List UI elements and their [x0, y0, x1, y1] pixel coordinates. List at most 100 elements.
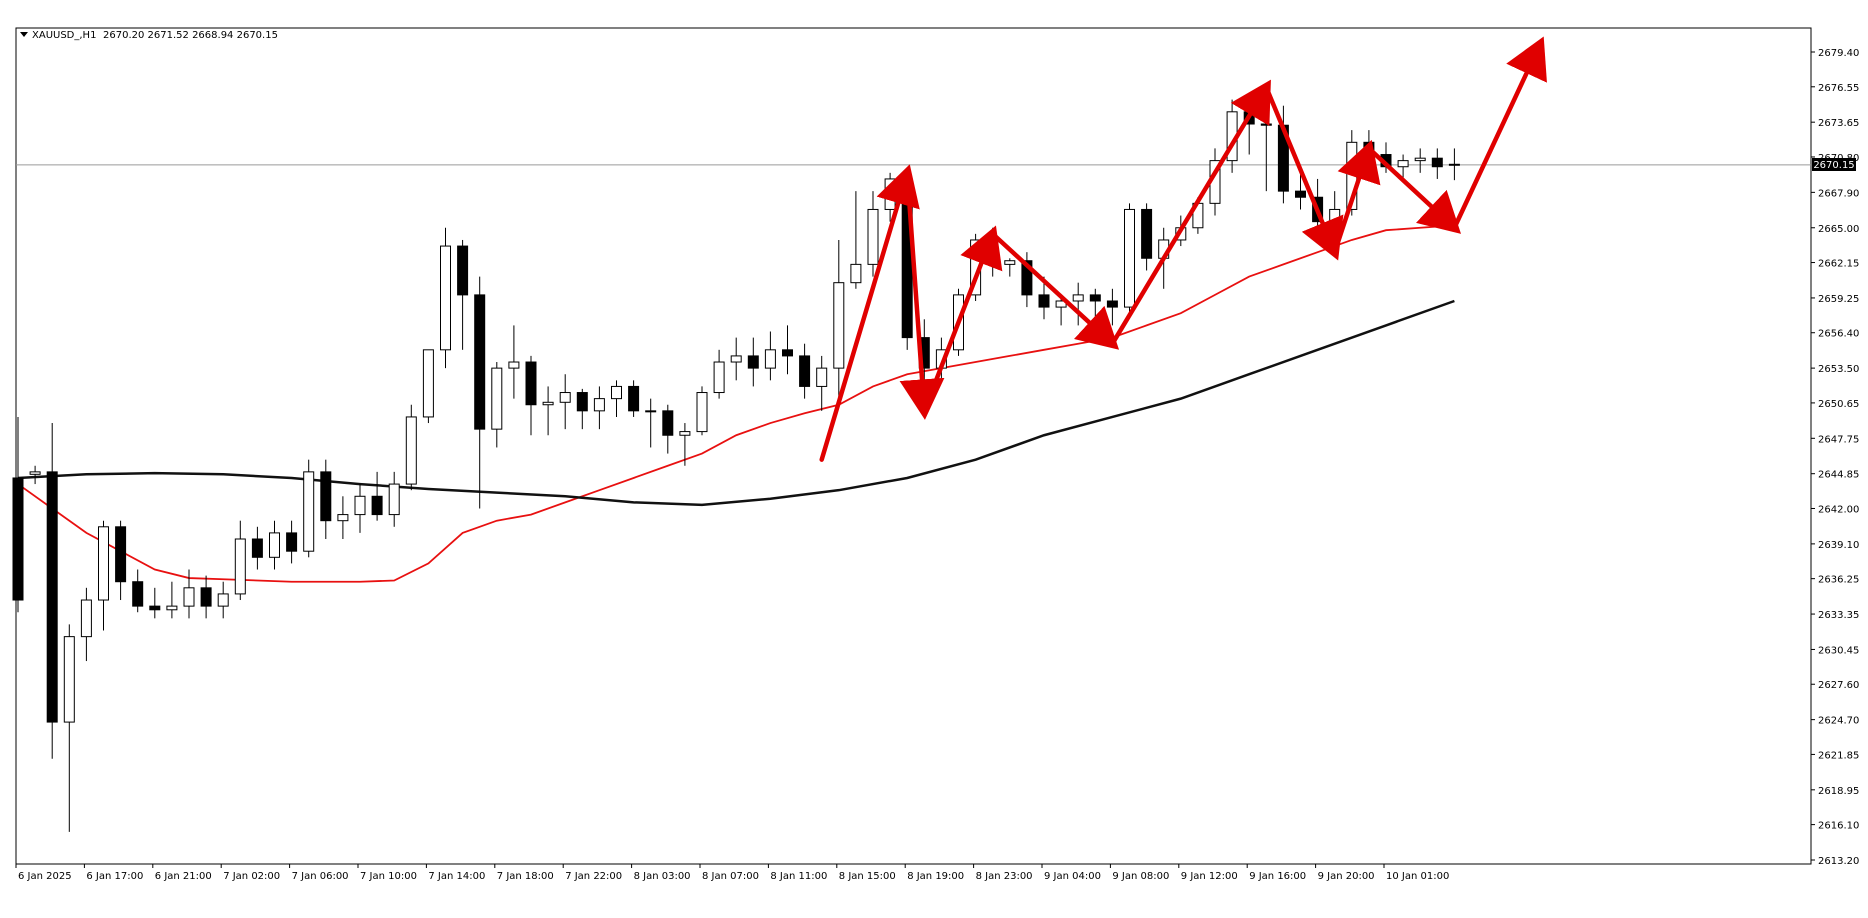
- x-tick-label: 7 Jan 22:00: [565, 871, 622, 882]
- x-tick-label: 8 Jan 07:00: [702, 871, 759, 882]
- moving-average-line: [17, 224, 1455, 583]
- candle: [457, 239, 469, 350]
- candle: [440, 227, 451, 369]
- x-tick-label: 9 Jan 20:00: [1318, 871, 1375, 882]
- ohlc-label: 2670.20 2671.52 2668.94 2670.15: [103, 30, 278, 41]
- candle: [63, 624, 75, 832]
- candle: [662, 404, 674, 454]
- candle: [559, 374, 571, 430]
- y-tick-label: 2656.40: [1818, 329, 1859, 340]
- trend-arrow: [1110, 79, 1271, 346]
- candle: [269, 520, 280, 570]
- candle: [713, 349, 725, 399]
- candle: [354, 484, 366, 533]
- current-price-label: 2670.15: [1812, 158, 1856, 171]
- trend-arrow: [899, 170, 945, 420]
- y-tick-label: 2618.95: [1818, 786, 1859, 797]
- plot-area[interactable]: [15, 27, 1812, 865]
- candle: [388, 471, 400, 527]
- chart-header: XAUUSD_,H1 2670.20 2671.52 2668.94 2670.…: [20, 30, 278, 41]
- price-axis: 2679.402676.552673.652670.802667.902665.…: [1811, 48, 1859, 867]
- candle: [200, 575, 212, 619]
- x-tick-label: 6 Jan 17:00: [86, 871, 143, 882]
- candle: [867, 191, 879, 277]
- x-tick-label: 8 Jan 03:00: [634, 871, 691, 882]
- candle: [337, 496, 349, 539]
- x-tick-label: 8 Jan 15:00: [839, 871, 896, 882]
- candle: [1448, 148, 1460, 181]
- candle: [251, 526, 263, 570]
- trend-arrow: [819, 164, 920, 462]
- x-tick-label: 7 Jan 10:00: [360, 871, 417, 882]
- trend-arrow: [922, 225, 1003, 414]
- x-tick-label: 7 Jan 18:00: [497, 871, 554, 882]
- candle: [29, 465, 41, 485]
- x-tick-label: 6 Jan 21:00: [155, 871, 212, 882]
- y-tick-label: 2621.85: [1818, 750, 1859, 761]
- candle: [371, 471, 383, 521]
- trend-arrow: [1264, 85, 1344, 261]
- candle: [149, 587, 161, 619]
- candle: [405, 404, 417, 491]
- trend-arrow: [990, 231, 1120, 350]
- candle: [850, 191, 862, 289]
- candlesticks: [12, 93, 1460, 832]
- candle: [1021, 252, 1033, 308]
- candle: [320, 459, 332, 539]
- candle: [542, 386, 554, 436]
- candle: [799, 343, 811, 399]
- candle: [525, 355, 537, 436]
- x-tick-label: 8 Jan 19:00: [907, 871, 964, 882]
- candle: [679, 423, 691, 466]
- candle: [730, 337, 742, 381]
- candle: [593, 386, 605, 430]
- candle: [645, 398, 657, 448]
- y-tick-label: 2613.20: [1818, 856, 1859, 867]
- y-tick-label: 2662.15: [1818, 259, 1859, 270]
- candle: [628, 380, 640, 417]
- candle: [1141, 203, 1153, 271]
- candle: [816, 355, 828, 411]
- candle: [183, 569, 195, 619]
- y-tick-label: 2665.00: [1818, 224, 1859, 235]
- candle: [166, 581, 178, 619]
- candle: [303, 459, 315, 558]
- candle: [576, 388, 588, 430]
- x-tick-label: 9 Jan 12:00: [1181, 871, 1238, 882]
- y-tick-label: 2639.10: [1818, 540, 1859, 551]
- y-tick-label: 2653.50: [1818, 364, 1859, 375]
- y-tick-label: 2642.00: [1818, 504, 1859, 515]
- candle: [696, 386, 708, 436]
- symbol-label: XAUUSD_,H1: [32, 30, 96, 41]
- candle: [115, 520, 127, 601]
- trend-arrows: [819, 36, 1547, 462]
- candle: [782, 325, 793, 375]
- x-tick-label: 9 Jan 16:00: [1249, 871, 1306, 882]
- candle: [1004, 258, 1016, 277]
- x-tick-label: 7 Jan 02:00: [223, 871, 280, 882]
- triangle-down-icon[interactable]: [20, 32, 28, 37]
- x-tick-label: 7 Jan 14:00: [428, 871, 485, 882]
- y-tick-label: 2630.45: [1818, 645, 1859, 656]
- y-tick-label: 2667.90: [1818, 188, 1859, 199]
- x-tick-label: 6 Jan 2025: [18, 871, 72, 882]
- x-tick-label: 10 Jan 01:00: [1386, 871, 1449, 882]
- trend-arrow: [1332, 139, 1381, 255]
- x-tick-label: 8 Jan 23:00: [976, 871, 1033, 882]
- candle: [508, 325, 520, 399]
- candle: [474, 276, 486, 509]
- y-tick-label: 2647.75: [1818, 434, 1859, 445]
- y-tick-label: 2673.65: [1818, 118, 1859, 129]
- candle: [491, 362, 503, 448]
- candle: [833, 239, 845, 405]
- moving-average-line: [17, 299, 1455, 507]
- y-tick-label: 2659.25: [1818, 294, 1859, 305]
- candle: [217, 581, 229, 619]
- x-tick-label: 7 Jan 06:00: [292, 871, 349, 882]
- candle: [46, 423, 58, 759]
- candle: [1397, 154, 1409, 179]
- moving-averages: [17, 224, 1455, 583]
- y-tick-label: 2650.65: [1818, 399, 1859, 410]
